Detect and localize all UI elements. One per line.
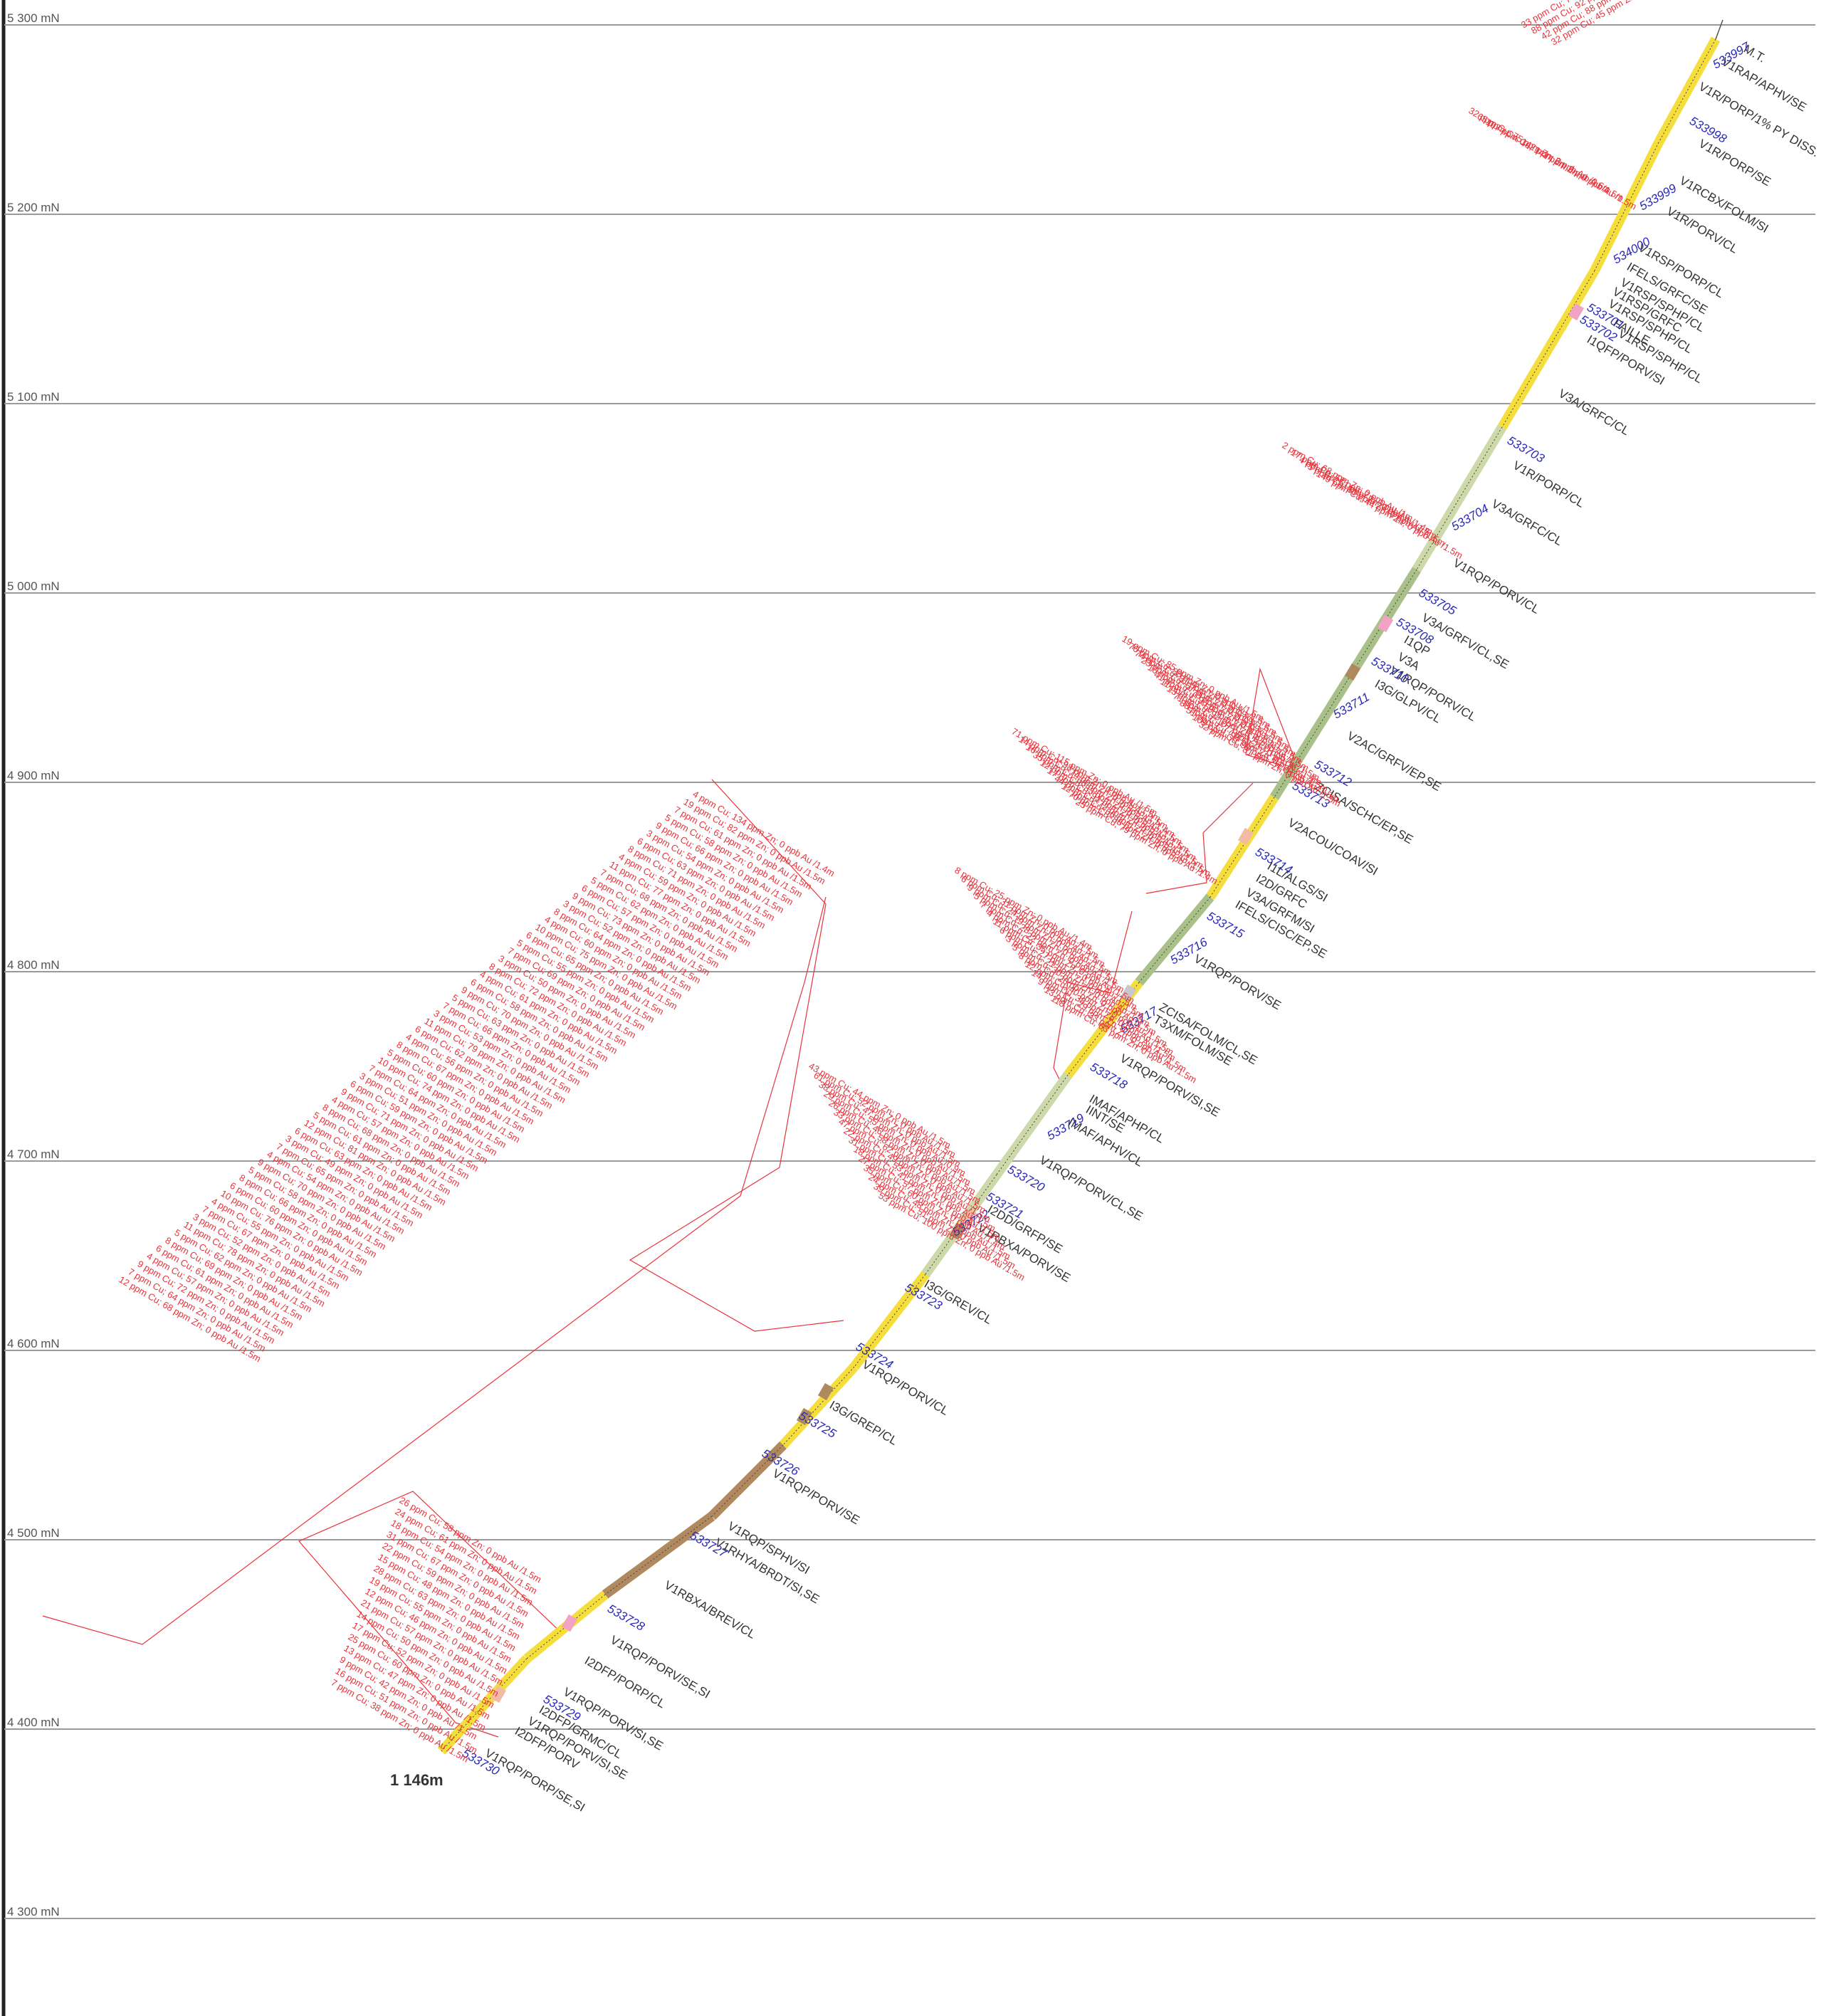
hole-segment	[602, 1512, 715, 1599]
sample-label: 533703	[1505, 434, 1547, 466]
lithology-block	[796, 1407, 813, 1426]
hole-tick-line	[1416, 426, 1503, 570]
grid-label: 4 800 mN	[7, 958, 60, 972]
assay-frame-cluster2	[1145, 782, 1254, 894]
hole-tick-line	[1274, 683, 1346, 798]
sample-label: 533715	[1205, 909, 1247, 941]
sample-label: 533720	[1005, 1162, 1047, 1195]
lith-label: V1RBXA/BREV/CL	[662, 1578, 758, 1642]
hole-segment	[437, 1655, 531, 1755]
sample-label: 533727	[688, 1528, 730, 1560]
hole-tick-line	[711, 1444, 784, 1517]
grid-label: 4 400 mN	[7, 1716, 60, 1729]
lith-label: V1R/PORP/CL	[1511, 458, 1587, 510]
hole-tick-line	[925, 1174, 997, 1275]
grid-label: 4 500 mN	[7, 1526, 60, 1540]
grid-label: 5 100 mN	[7, 390, 60, 404]
lith-label: V1RQP/PORV/CL	[860, 1358, 951, 1418]
end-of-hole-depth: 1 146m	[390, 1771, 444, 1789]
lith-label: V3A/GRFC/CL	[1556, 387, 1632, 438]
drill-hole-trace	[437, 19, 1724, 1755]
lith-label: V1RQP/PORV/SE	[1192, 952, 1284, 1012]
hole-segment	[1206, 794, 1279, 900]
lith-label: V1RQP/PORV/SE	[770, 1466, 862, 1527]
lithology-block	[817, 1382, 834, 1401]
assay-frame-big	[42, 896, 827, 1645]
lith-label: V1R/PORP/SE	[1696, 137, 1773, 189]
lithology-block	[961, 1208, 978, 1227]
grid-label: 5 000 mN	[7, 579, 60, 593]
hole-tick-line	[1067, 982, 1140, 1076]
lithology-block	[949, 1222, 966, 1241]
grid-label: 5 300 mN	[7, 11, 60, 25]
lith-label: V2AC/GRFV/EP,SE	[1345, 729, 1444, 794]
grid: 5 300 mN 5 200 mN 5 100 mN 5 000 mN 4 90…	[4, 11, 1815, 1919]
lithology-block	[1568, 303, 1585, 321]
lithology-block	[490, 1685, 507, 1703]
hole-segment	[779, 1363, 859, 1449]
hole-tick-line	[604, 1516, 713, 1595]
assay-group-cluster2: 71 ppm Cu; 115 ppm Zn; 0 ppb Au /1.5m14 …	[1010, 726, 1220, 887]
grid-label: 4 700 mN	[7, 1148, 60, 1161]
assay-frame-cluster3	[1053, 910, 1133, 1083]
lithology-block	[1344, 663, 1361, 681]
assay-frame-cluster4	[629, 779, 844, 1332]
hole-tick-line	[1345, 569, 1417, 684]
lith-label: V1RQP/PORV/CL,SE	[1037, 1153, 1145, 1224]
lithology-block	[1120, 984, 1137, 1002]
hole-tick-line	[1138, 896, 1211, 983]
sample-label: 533705	[1417, 586, 1459, 618]
lithology-block	[1377, 614, 1394, 633]
lithology-block	[1237, 827, 1254, 846]
hole-segment	[1497, 268, 1600, 430]
lith-label: V1RQP/PORV/CL	[1451, 556, 1542, 616]
lith-label: I3G/GREP/CL	[827, 1398, 900, 1448]
lith-label: V3A/GRFV/CL,SE	[1420, 611, 1511, 671]
assay-label: 149 ppm Cu; 44 ppm Zn; 0 ppb Au /1.5m	[1315, 468, 1465, 561]
hole-tick-line	[854, 1274, 926, 1367]
lithology-block	[561, 1614, 578, 1632]
lith-label: V3A/GRFC/CL	[1489, 497, 1565, 548]
lith-label: V2ACOU/COAV/SI	[1286, 816, 1380, 878]
assay-frame-cluster1	[1245, 667, 1296, 766]
assay-group-cluster3: 8 ppm Cu; 25 ppm Zn; 0 ppb Au /1.4m6 ppm…	[953, 865, 1199, 1086]
grid-label: 4 600 mN	[7, 1337, 60, 1350]
sample-label: 533728	[605, 1602, 647, 1634]
grid-label: 4 900 mN	[7, 769, 60, 782]
collar-tick	[1715, 19, 1724, 40]
hole-segment	[1654, 36, 1721, 145]
hole-tick-line	[1594, 142, 1659, 271]
hole-tick-line	[996, 1074, 1069, 1175]
grid-label: 5 200 mN	[7, 201, 60, 214]
assay-label: 107 ppm Cu; 141 ppm Zn; 0 ppb Au /1.5m	[1484, 117, 1639, 212]
grid-label: 4 300 mN	[7, 1905, 60, 1918]
lith-label: V1RQP/PORV/SE,SI	[608, 1633, 713, 1701]
